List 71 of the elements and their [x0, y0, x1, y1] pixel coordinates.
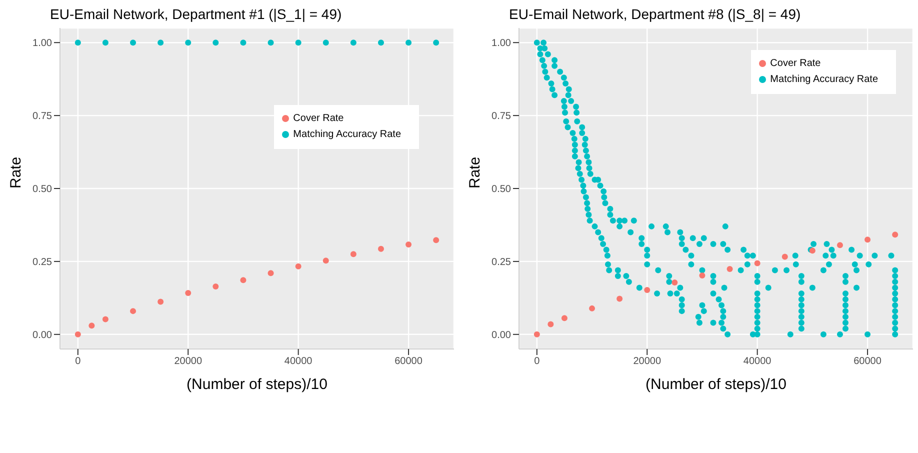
- point: [295, 263, 302, 270]
- point: [74, 331, 81, 338]
- y-axis-title: Rate: [466, 156, 484, 188]
- y-tick-label: 0.50: [32, 184, 52, 196]
- point: [644, 287, 650, 294]
- point: [433, 40, 440, 46]
- point: [322, 258, 329, 264]
- point: [589, 305, 596, 312]
- x-tick-label: 40000: [284, 356, 313, 368]
- legend-label: Cover Rate: [770, 58, 821, 69]
- point: [130, 308, 136, 314]
- y-tick-label: 0.75: [32, 111, 52, 122]
- chart-title: EU-Email Network, Department #1 (|S_1| = 49): [50, 6, 342, 22]
- point: [672, 279, 678, 286]
- y-tick-label: 0.25: [492, 257, 512, 268]
- x-tick-label: 20000: [174, 356, 202, 368]
- x-tick-label: 40000: [743, 356, 772, 368]
- y-tick-label: 1.00: [492, 38, 512, 50]
- point: [350, 251, 356, 258]
- point: [378, 40, 384, 46]
- point: [212, 284, 219, 290]
- point: [74, 40, 81, 46]
- point: [268, 40, 274, 46]
- y-tick-label: 0.50: [492, 184, 512, 196]
- legend-label: Cover Rate: [293, 113, 344, 124]
- point: [240, 40, 246, 46]
- y-axis-title: Rate: [7, 156, 24, 188]
- x-tick-label: 20000: [633, 356, 662, 368]
- y-tick-label: 0.75: [492, 111, 512, 122]
- point: [548, 321, 554, 328]
- chart-title: EU-Email Network, Department #8 (|S_8| = 49): [509, 6, 801, 22]
- point: [836, 242, 843, 248]
- point: [158, 298, 164, 305]
- legend-label: Matching Accuracy Rate: [770, 74, 878, 85]
- point: [892, 232, 898, 238]
- point: [378, 246, 384, 252]
- point: [185, 40, 192, 46]
- x-tick-label: 60000: [854, 356, 882, 368]
- point: [295, 40, 302, 46]
- x-tick-label: 0: [534, 356, 540, 368]
- x-tick-label: 0: [75, 356, 82, 368]
- point: [322, 40, 329, 46]
- point: [406, 242, 412, 248]
- y-tick-label: 0.25: [32, 257, 52, 268]
- point: [534, 331, 540, 338]
- x-axis-title: (Number of steps)/10: [646, 376, 786, 393]
- point: [268, 270, 274, 276]
- x-tick-label: 60000: [394, 356, 423, 368]
- point: [185, 290, 192, 296]
- point: [212, 40, 219, 46]
- y-tick-label: 0.00: [32, 330, 52, 341]
- point: [406, 40, 412, 46]
- y-tick-label: 1.00: [32, 38, 52, 50]
- point: [561, 315, 568, 322]
- point: [102, 316, 108, 322]
- point: [433, 237, 440, 244]
- y-tick-label: 0.00: [492, 330, 512, 341]
- point: [782, 254, 788, 260]
- point: [350, 40, 356, 46]
- point: [754, 260, 760, 266]
- point: [88, 322, 95, 329]
- point: [726, 266, 733, 272]
- legend-label: Matching Accuracy Rate: [293, 129, 401, 140]
- point: [240, 277, 246, 284]
- point: [130, 40, 136, 46]
- point: [699, 272, 706, 278]
- point: [158, 40, 164, 46]
- point: [102, 40, 108, 46]
- point: [864, 236, 871, 243]
- x-axis-title: (Number of steps)/10: [186, 376, 328, 393]
- point: [616, 296, 623, 302]
